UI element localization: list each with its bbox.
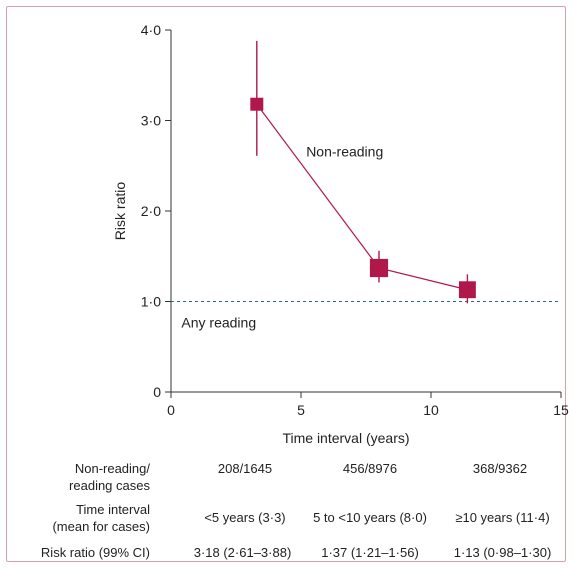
row-label-interval-line1: Time interval bbox=[76, 502, 150, 517]
row-label-risk: Risk ratio (99% CI) bbox=[10, 545, 150, 560]
y-tick-label: 1·0 bbox=[141, 294, 161, 310]
x-axis-title: Time interval (years) bbox=[282, 430, 409, 446]
y-tick-label: 4·0 bbox=[141, 22, 161, 38]
x-tick-label: 10 bbox=[423, 402, 439, 418]
cell-risk-1: 3·18 (2·61–3·88) bbox=[193, 545, 292, 560]
row-label-interval: Time interval (mean for cases) bbox=[10, 502, 150, 534]
data-marker bbox=[250, 97, 264, 111]
y-tick-label: 0 bbox=[153, 384, 161, 400]
series-layer bbox=[250, 40, 476, 304]
row-label-interval-line2: (mean for cases) bbox=[52, 519, 150, 534]
y-tick-label: 3·0 bbox=[141, 113, 161, 129]
row-label-cases-line1: Non-reading/ bbox=[74, 461, 150, 476]
x-tick-label: 5 bbox=[297, 402, 305, 418]
cell-risk-2: 1·37 (1·21–1·56) bbox=[321, 545, 419, 560]
cell-interval-1: <5 years (3·3) bbox=[204, 510, 286, 525]
axes bbox=[170, 30, 561, 393]
series-annotation: Non-reading bbox=[306, 144, 383, 160]
x-tick-label: 0 bbox=[167, 402, 175, 418]
y-ticks: 0 1·0 2·0 3·0 4·0 bbox=[141, 22, 171, 400]
data-marker bbox=[458, 281, 476, 299]
row-label-cases: Non-reading/ reading cases bbox=[10, 461, 150, 493]
row-label-cases-line2: reading cases bbox=[69, 478, 150, 493]
x-ticks: 0 5 10 15 bbox=[167, 392, 569, 418]
x-tick-label: 15 bbox=[553, 402, 569, 418]
cell-interval-2: 5 to <10 years (8·0) bbox=[313, 510, 427, 525]
reference-line-label: Any reading bbox=[181, 315, 256, 331]
cell-cases-2: 456/8976 bbox=[342, 461, 398, 476]
cell-interval-3: ≥10 years (11·4) bbox=[455, 510, 550, 525]
row-label-risk-line1: Risk ratio (99% CI) bbox=[40, 545, 150, 560]
data-marker bbox=[369, 258, 389, 278]
y-axis-title: Risk ratio bbox=[112, 182, 128, 241]
cell-cases-1: 208/1645 bbox=[217, 461, 273, 476]
y-tick-label: 2·0 bbox=[141, 203, 161, 219]
series-line bbox=[256, 103, 468, 291]
cell-risk-3: 1·13 (0·98–1·30) bbox=[453, 545, 552, 560]
cell-cases-3: 368/9362 bbox=[472, 461, 528, 476]
